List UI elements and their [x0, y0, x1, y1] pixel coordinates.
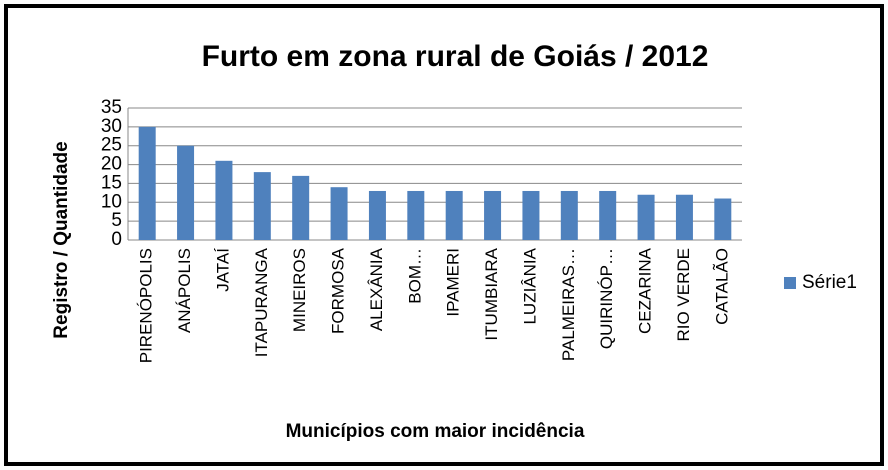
x-axis-label: Municípios com maior incidência: [286, 421, 585, 442]
bar: [484, 190, 502, 240]
x-tick-label: ALEXÂNIA: [367, 247, 386, 331]
bar: [177, 145, 195, 240]
bar: [560, 190, 578, 240]
x-tick-label: PIRENÓPOLIS: [137, 248, 156, 363]
x-tick-label: LUZIÂNIA: [520, 247, 539, 324]
y-tick-label: 10: [101, 191, 122, 212]
y-tick-label: 20: [101, 154, 122, 175]
y-tick-label: 35: [101, 97, 122, 118]
x-tick-label: MINEIROS: [290, 248, 309, 332]
bar: [445, 190, 463, 240]
bar: [292, 175, 310, 240]
x-tick-label: CATALÃO: [712, 248, 731, 325]
chart-title: Furto em zona rural de Goiás / 2012: [202, 40, 709, 73]
bar: [407, 190, 425, 240]
y-tick-label: 25: [101, 135, 122, 156]
y-tick-label: 15: [101, 172, 122, 193]
bar: [599, 190, 617, 240]
x-tick-label: ANÁPOLIS: [175, 248, 194, 333]
bar: [330, 187, 348, 240]
legend-swatch: [784, 277, 796, 289]
x-tick-label: PALMEIRAS…: [559, 248, 578, 361]
x-tick-label: ITAPURANGA: [252, 247, 271, 357]
x-tick-label: IPAMERI: [444, 248, 463, 317]
bar: [675, 194, 693, 240]
x-tick-label: ITUMBIARA: [482, 247, 501, 340]
x-tick-label: BOM…: [405, 248, 424, 304]
chart-frame: [4, 4, 884, 466]
y-tick-label: 5: [111, 210, 122, 231]
x-tick-label: CEZARINA: [636, 247, 655, 334]
x-tick-label: FORMOSA: [329, 247, 348, 334]
bar: [368, 190, 386, 240]
bar: [714, 198, 732, 240]
y-tick-label: 0: [111, 229, 122, 250]
x-tick-label: JATAÍ: [213, 248, 232, 292]
legend-label: Série1: [802, 272, 857, 293]
y-axis-label: Registro / Quantidade: [51, 141, 72, 338]
x-tick-label: RIO VERDE: [674, 248, 693, 342]
bar: [637, 194, 655, 240]
bar: [522, 190, 540, 240]
bar: [138, 126, 156, 240]
x-tick-label: QUIRINÓP…: [597, 248, 616, 349]
y-tick-label: 30: [101, 116, 122, 137]
bar: [215, 160, 233, 240]
bar: [253, 172, 271, 240]
